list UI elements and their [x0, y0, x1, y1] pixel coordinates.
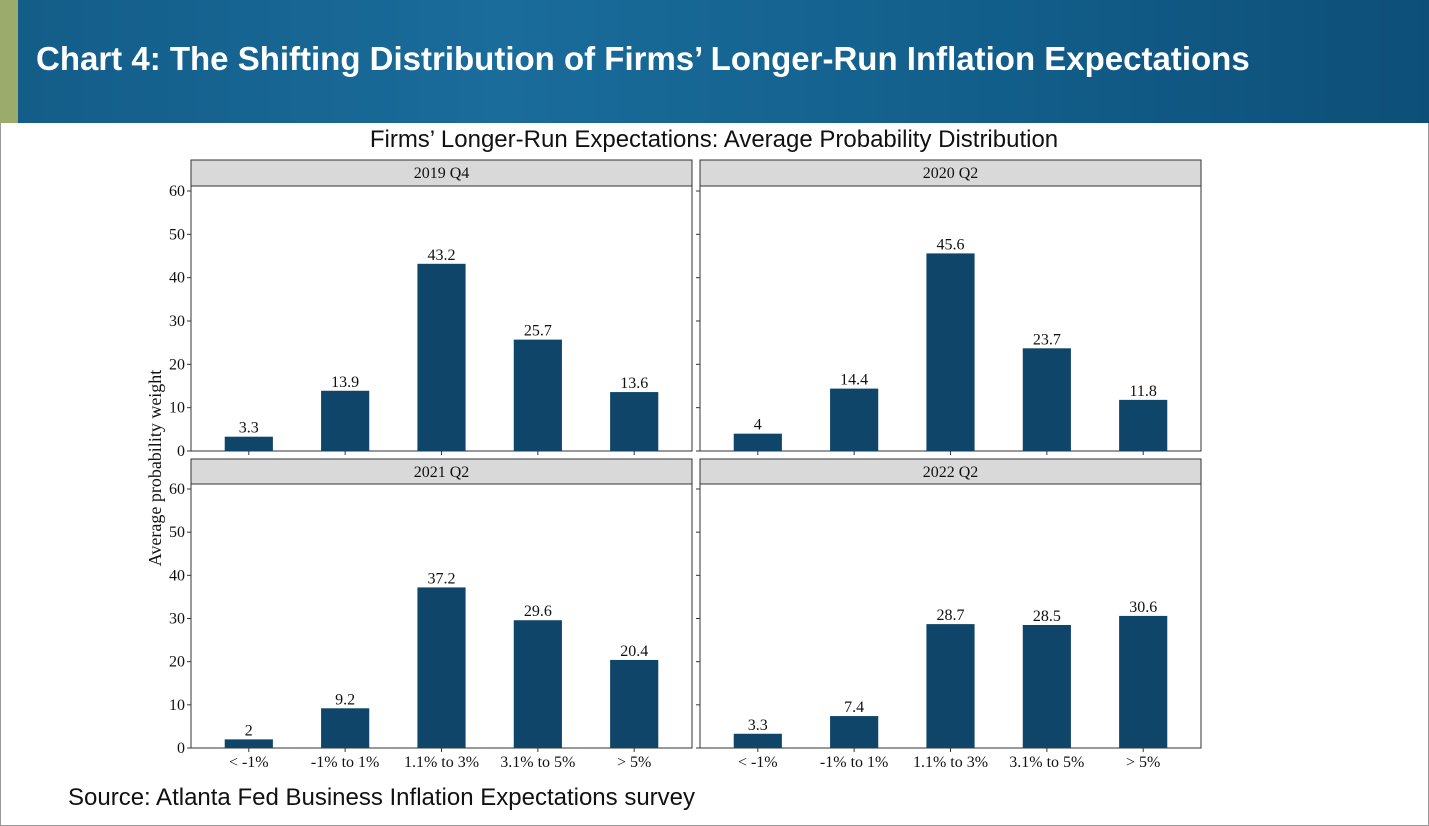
facet-title: 2019 Q4	[414, 165, 470, 182]
y-tick-label: 40	[169, 270, 185, 287]
y-tick-label: 60	[169, 183, 185, 200]
facet-title: 2020 Q2	[923, 165, 979, 182]
data-label: 45.6	[937, 236, 965, 253]
bar	[417, 263, 466, 451]
data-label: 28.7	[937, 607, 965, 624]
facet-title: 2021 Q2	[414, 464, 470, 481]
bar	[1119, 399, 1168, 451]
bar	[321, 390, 370, 451]
data-label: 4	[754, 417, 762, 434]
bar	[513, 620, 562, 748]
bar	[513, 339, 562, 451]
x-tick-label: -1% to 1%	[820, 754, 888, 771]
data-label: 37.2	[428, 570, 456, 587]
data-label: 9.2	[335, 691, 355, 708]
data-label: 13.9	[331, 374, 359, 391]
data-label: 13.6	[620, 375, 648, 392]
bar	[1119, 615, 1168, 748]
data-label: 7.4	[844, 699, 864, 716]
data-label: 28.5	[1033, 608, 1061, 625]
x-tick-label: > 5%	[617, 754, 651, 771]
x-tick-label: 3.1% to 5%	[500, 754, 575, 771]
bar	[830, 716, 879, 748]
y-tick-label: 0	[177, 740, 185, 757]
bar	[926, 253, 975, 451]
facet-strip	[699, 159, 1202, 187]
y-tick-label: 60	[169, 481, 185, 498]
x-tick-label: < -1%	[738, 754, 778, 771]
y-tick-label: 0	[177, 443, 185, 460]
y-tick-label: 10	[169, 697, 185, 714]
x-tick-label: 1.1% to 3%	[913, 754, 988, 771]
x-tick-label: -1% to 1%	[311, 754, 379, 771]
y-tick-label: 20	[169, 356, 185, 373]
y-axis-label: Average probability weight	[145, 370, 165, 567]
bar	[1022, 348, 1071, 451]
y-tick-label: 50	[169, 226, 185, 243]
x-tick-label: > 5%	[1126, 754, 1160, 771]
facet-strip	[190, 458, 693, 485]
bar	[830, 388, 879, 451]
data-label: 3.3	[239, 420, 259, 437]
data-label: 29.6	[524, 603, 552, 620]
bar	[926, 624, 975, 748]
bar	[733, 433, 782, 451]
x-tick-label: 1.1% to 3%	[404, 754, 479, 771]
y-tick-label: 50	[169, 524, 185, 541]
data-label: 14.4	[840, 372, 868, 389]
data-label: 25.7	[524, 323, 552, 340]
facet-title: 2022 Q2	[923, 464, 979, 481]
data-label: 23.7	[1033, 331, 1061, 348]
y-tick-label: 30	[169, 611, 185, 628]
y-tick-label: 20	[169, 654, 185, 671]
source-note: Source: Atlanta Fed Business Inflation E…	[68, 784, 696, 811]
facet-strip	[699, 458, 1202, 485]
bar	[224, 739, 273, 748]
bar	[610, 659, 659, 748]
x-tick-label: 3.1% to 5%	[1009, 754, 1084, 771]
bar	[417, 587, 466, 748]
header-title: Chart 4: The Shifting Distribution of Fi…	[36, 40, 1250, 77]
data-label: 43.2	[428, 247, 456, 264]
y-tick-label: 30	[169, 313, 185, 330]
bar	[733, 733, 782, 748]
bar	[1022, 624, 1071, 748]
chart-title: Firms’ Longer-Run Expectations: Average …	[370, 126, 1058, 153]
bar	[224, 436, 273, 451]
header-banner	[0, 0, 1429, 123]
data-label: 2	[245, 722, 253, 739]
y-tick-label: 10	[169, 400, 185, 417]
bar	[610, 392, 659, 451]
bar	[321, 708, 370, 748]
facet-strip	[190, 159, 693, 187]
x-tick-label: < -1%	[229, 754, 269, 771]
data-label: 11.8	[1129, 383, 1156, 400]
data-label: 20.4	[620, 643, 648, 660]
data-label: 30.6	[1129, 599, 1157, 616]
y-tick-label: 40	[169, 567, 185, 584]
data-label: 3.3	[748, 717, 768, 734]
header-accent	[0, 0, 18, 123]
